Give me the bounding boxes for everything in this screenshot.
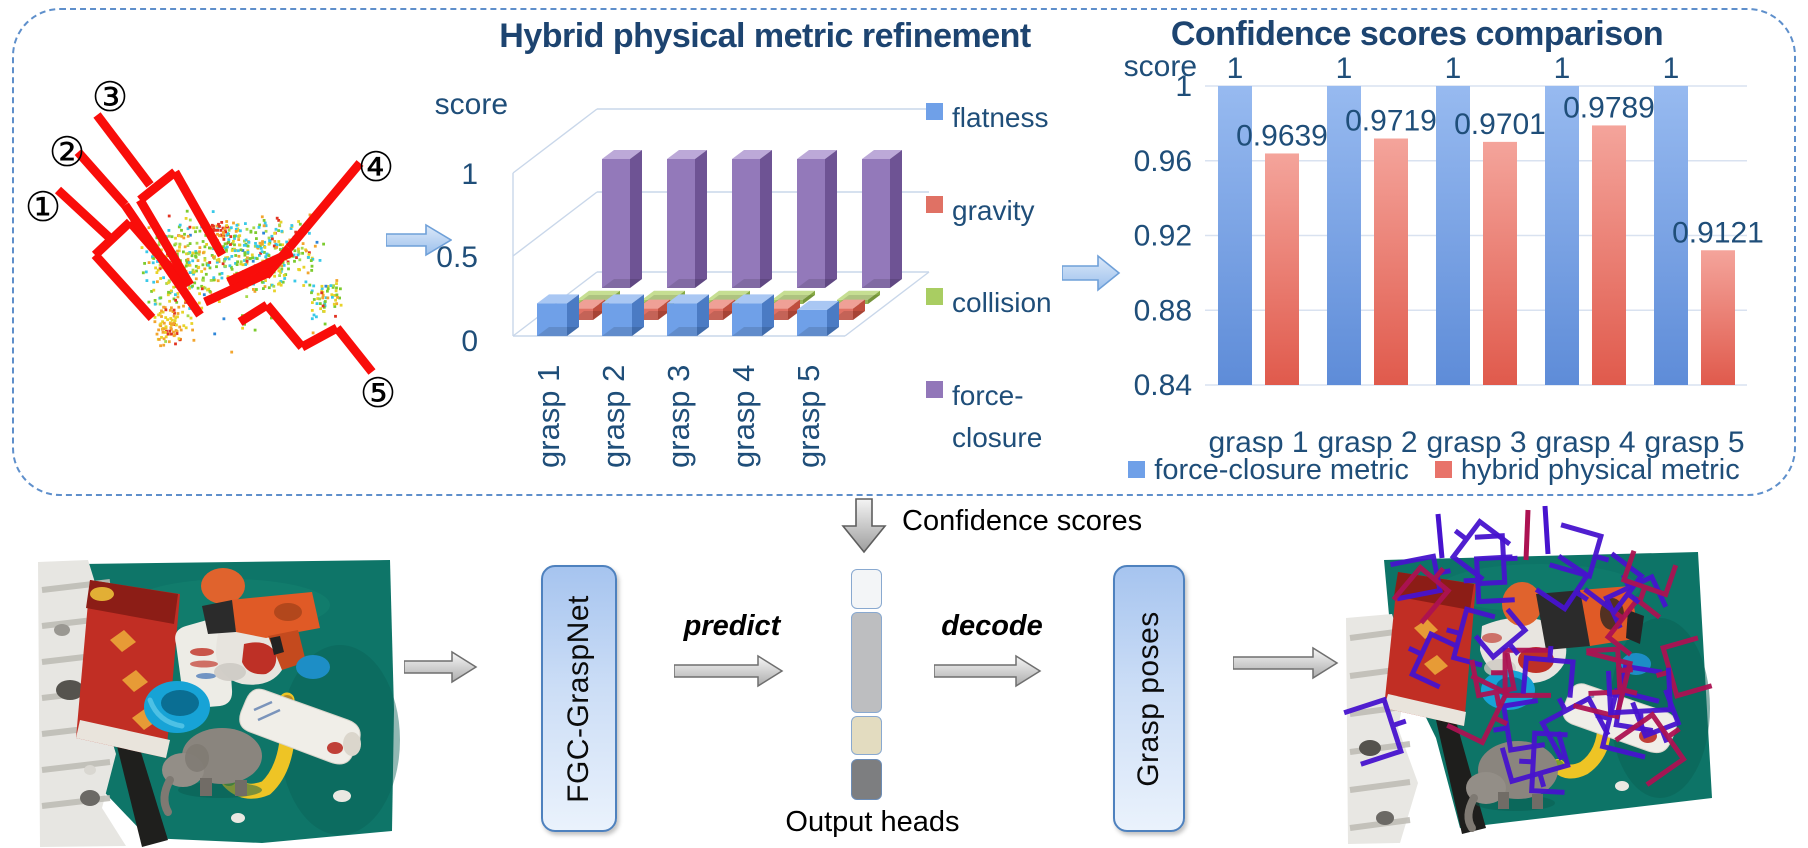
metrics-panel-border bbox=[12, 8, 1796, 496]
grasp-number-2: ② bbox=[48, 129, 86, 175]
legend-item-flatness: flatness bbox=[926, 97, 1049, 139]
grasp-pose-wireframes bbox=[1343, 505, 1713, 795]
comparison-chart-legend: force-closure metric hybrid physical metr… bbox=[1100, 453, 1768, 487]
legend-item-collision: collision bbox=[926, 282, 1052, 324]
legend-item-force-closure: force- closure bbox=[926, 375, 1042, 459]
svg-text:1: 1 bbox=[1175, 70, 1192, 103]
svg-text:1: 1 bbox=[1227, 52, 1244, 85]
output-head-block-3 bbox=[851, 716, 882, 755]
grasp-poses-box: Grasp poses bbox=[1113, 565, 1185, 832]
legend-swatch-icon bbox=[1434, 461, 1452, 478]
svg-text:score: score bbox=[1124, 50, 1197, 83]
confidence-scores-down-arrow-icon bbox=[841, 498, 887, 554]
svg-text:0.92: 0.92 bbox=[1134, 220, 1192, 253]
grasp-number-3: ③ bbox=[91, 74, 129, 120]
decode-label: decode bbox=[941, 610, 1043, 642]
grasp-number-1: ① bbox=[24, 184, 62, 230]
svg-text:1: 1 bbox=[1554, 52, 1571, 85]
input-scene-pointcloud-image bbox=[38, 560, 400, 847]
legend-swatch-icon bbox=[926, 196, 943, 213]
grasp-number-5: ⑤ bbox=[359, 370, 397, 416]
grasp-gripper-lines bbox=[54, 112, 376, 375]
svg-text:0.84: 0.84 bbox=[1134, 369, 1192, 402]
grasp-poses-box-label: Grasp poses bbox=[1132, 610, 1165, 787]
legend-item-hybrid-physical-metric: hybrid physical metric bbox=[1434, 453, 1740, 487]
svg-text:0.9789: 0.9789 bbox=[1563, 91, 1655, 124]
svg-text:0.9639: 0.9639 bbox=[1236, 119, 1328, 152]
svg-text:0.9121: 0.9121 bbox=[1672, 216, 1764, 249]
legend-swatch-icon bbox=[926, 288, 943, 305]
svg-text:1: 1 bbox=[1663, 52, 1680, 85]
legend-swatch-icon bbox=[1128, 461, 1146, 478]
svg-text:1: 1 bbox=[1445, 52, 1462, 85]
svg-text:grasp 3: grasp 3 bbox=[1426, 426, 1526, 458]
panel-arrow-right-icon bbox=[1062, 254, 1121, 292]
output-head-block-2 bbox=[851, 612, 882, 713]
legend-swatch-icon bbox=[926, 103, 943, 120]
decode-arrow-icon bbox=[934, 654, 1042, 688]
svg-text:0.88: 0.88 bbox=[1134, 294, 1192, 327]
predict-label: predict bbox=[683, 610, 781, 642]
svg-text:1: 1 bbox=[461, 158, 478, 191]
svg-text:0.9701: 0.9701 bbox=[1454, 108, 1546, 141]
confidence-scores-label: Confidence scores bbox=[902, 505, 1143, 537]
svg-text:1: 1 bbox=[1336, 52, 1353, 85]
svg-text:grasp 4: grasp 4 bbox=[1535, 426, 1635, 458]
grasp-number-4: ④ bbox=[357, 144, 395, 190]
output-scene-grasp-poses-image bbox=[1343, 505, 1713, 844]
comparison-chart-title: Confidence scores comparison bbox=[1170, 15, 1664, 53]
svg-text:0: 0 bbox=[461, 325, 478, 358]
output-head-block-1 bbox=[851, 569, 882, 609]
refinement-3d-bar-chart: score 0 0.5 1 grasp 1 grasp 2 grasp 3 grasp 4 gr… bbox=[435, 88, 930, 468]
svg-text:grasp 2: grasp 2 bbox=[1317, 426, 1417, 458]
panel-arrow-left-icon bbox=[386, 223, 452, 257]
network-box: FGC-GraspNet bbox=[541, 565, 617, 832]
legend-item-gravity: gravity bbox=[926, 190, 1034, 232]
flow-arrow-1-icon bbox=[404, 650, 478, 684]
legend-swatch-icon bbox=[926, 381, 943, 398]
svg-text:grasp 2: grasp 2 bbox=[596, 365, 631, 468]
svg-text:0.96: 0.96 bbox=[1134, 145, 1192, 178]
output-heads-label: Output heads bbox=[785, 806, 960, 838]
predict-arrow-icon bbox=[674, 654, 784, 688]
refinement-chart-title: Hybrid physical metric refinement bbox=[499, 17, 1031, 55]
svg-text:0.5: 0.5 bbox=[436, 241, 478, 274]
svg-text:grasp 5: grasp 5 bbox=[791, 365, 826, 468]
svg-text:grasp 4: grasp 4 bbox=[726, 365, 761, 468]
svg-text:0.9719: 0.9719 bbox=[1345, 105, 1437, 138]
network-box-label: FGC-GraspNet bbox=[562, 594, 596, 803]
legend-item-force-closure-metric: force-closure metric bbox=[1128, 453, 1409, 487]
svg-text:grasp 1: grasp 1 bbox=[1208, 426, 1308, 458]
svg-text:score: score bbox=[435, 88, 508, 121]
svg-text:grasp 1: grasp 1 bbox=[531, 365, 566, 468]
flow-arrow-2-icon bbox=[1233, 646, 1339, 680]
svg-text:grasp 5: grasp 5 bbox=[1644, 426, 1744, 458]
grasp-candidates-figure bbox=[54, 112, 376, 375]
svg-text:grasp 3: grasp 3 bbox=[661, 365, 696, 468]
output-head-block-4 bbox=[851, 759, 882, 800]
